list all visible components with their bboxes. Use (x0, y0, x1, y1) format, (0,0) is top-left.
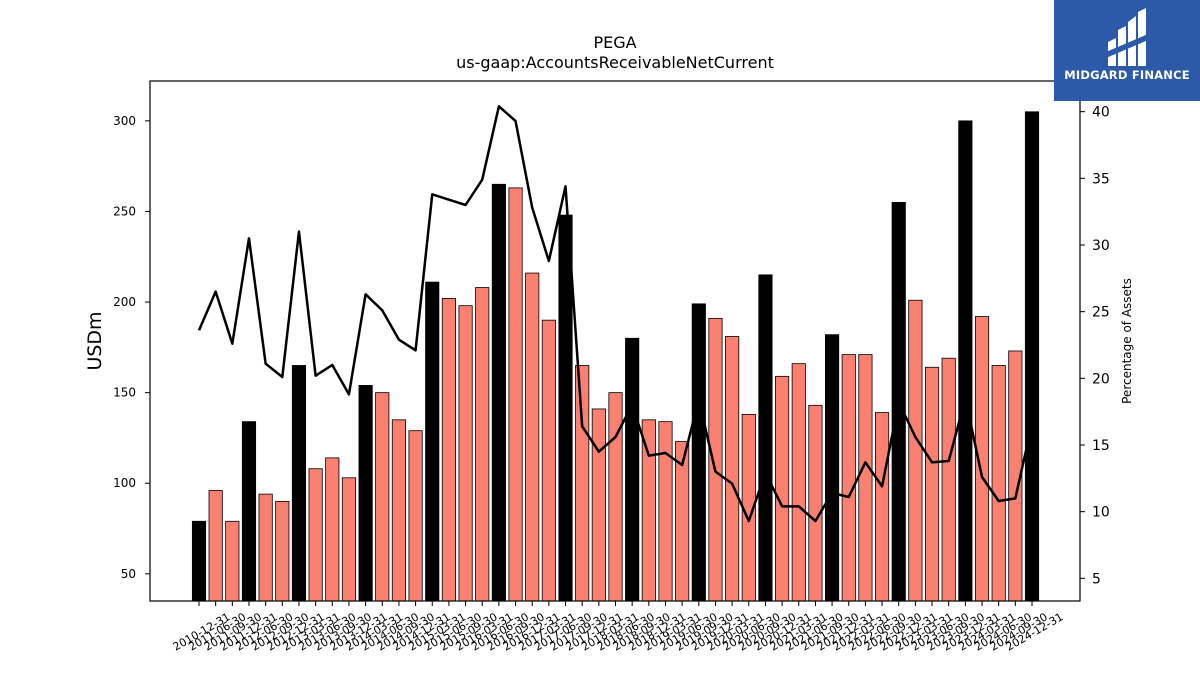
chart-title: PEGA (593, 33, 636, 52)
bar (475, 287, 490, 602)
y2-tick-label: 30 (1092, 238, 1110, 254)
bar (491, 183, 506, 602)
bar (591, 408, 606, 602)
bar (191, 520, 207, 602)
chart-subtitle: us-gaap:AccountsReceivableNetCurrent (456, 53, 774, 72)
bar (908, 299, 923, 602)
bar (275, 500, 290, 602)
line-layer (197, 105, 1034, 523)
bar (708, 317, 723, 602)
bar (341, 477, 357, 602)
midgard-finance-logo: MIDGARD FINANCE (1054, 0, 1200, 101)
y-tick-label: 200 (113, 295, 136, 309)
bars-layer (191, 111, 1040, 602)
bar (608, 392, 623, 602)
bar (458, 305, 473, 602)
bar (1024, 111, 1040, 602)
bar (241, 421, 257, 602)
y-tick-label: 250 (113, 204, 136, 218)
y-tick-label: 150 (113, 386, 136, 400)
bar (291, 365, 307, 602)
bar (791, 363, 806, 602)
bar (775, 375, 790, 602)
bar (841, 354, 856, 602)
bar (658, 421, 673, 602)
bar (408, 430, 423, 602)
y2-tick-label: 25 (1092, 305, 1110, 321)
bar (258, 493, 273, 602)
y2-tick-label: 20 (1092, 371, 1110, 387)
bar (625, 337, 640, 602)
y2-tick-label: 35 (1092, 171, 1110, 187)
y2-tick-label: 5 (1092, 571, 1101, 587)
bar (225, 520, 240, 602)
bar (375, 392, 390, 602)
bar (758, 274, 773, 602)
y2-axis-label: Percentage of Assets (1120, 278, 1134, 404)
x-axis: 2010-12-312011-06-302011-09-302011-12-31… (171, 601, 1066, 654)
bar (541, 319, 556, 602)
y-tick-label: 50 (121, 567, 136, 581)
y-tick-label: 100 (113, 476, 136, 490)
bar (808, 404, 823, 602)
bar (858, 354, 873, 602)
bar (441, 298, 456, 602)
bar (508, 187, 523, 602)
bar (575, 365, 590, 602)
bar (991, 365, 1006, 602)
y-axis-label: USDm (84, 311, 106, 370)
bar (825, 334, 840, 602)
bar (525, 272, 540, 602)
bar (941, 357, 956, 602)
bar (924, 366, 940, 602)
bar (391, 419, 406, 602)
bar (425, 281, 440, 602)
bar (958, 120, 973, 602)
y2-tick-label: 10 (1092, 505, 1110, 521)
bar (358, 384, 373, 602)
y2-tick-label: 15 (1092, 438, 1110, 454)
bar (558, 214, 573, 602)
bar (725, 336, 740, 602)
midgard-logo-icon (1106, 8, 1148, 66)
y2-tick-label: 40 (1092, 105, 1110, 121)
bar (308, 468, 323, 602)
bar (208, 490, 223, 602)
bar (325, 457, 340, 602)
logo-text: MIDGARD FINANCE (1064, 68, 1190, 82)
y2-axis: 5 10 15 20 25 30 35 40 (1080, 105, 1110, 587)
bar (875, 412, 890, 602)
bar (641, 419, 656, 602)
y-tick-label: 300 (113, 114, 136, 128)
y-axis: 50 100 150 200 250 300 (113, 114, 150, 581)
bar (691, 303, 706, 602)
percentage-line (197, 105, 1034, 523)
